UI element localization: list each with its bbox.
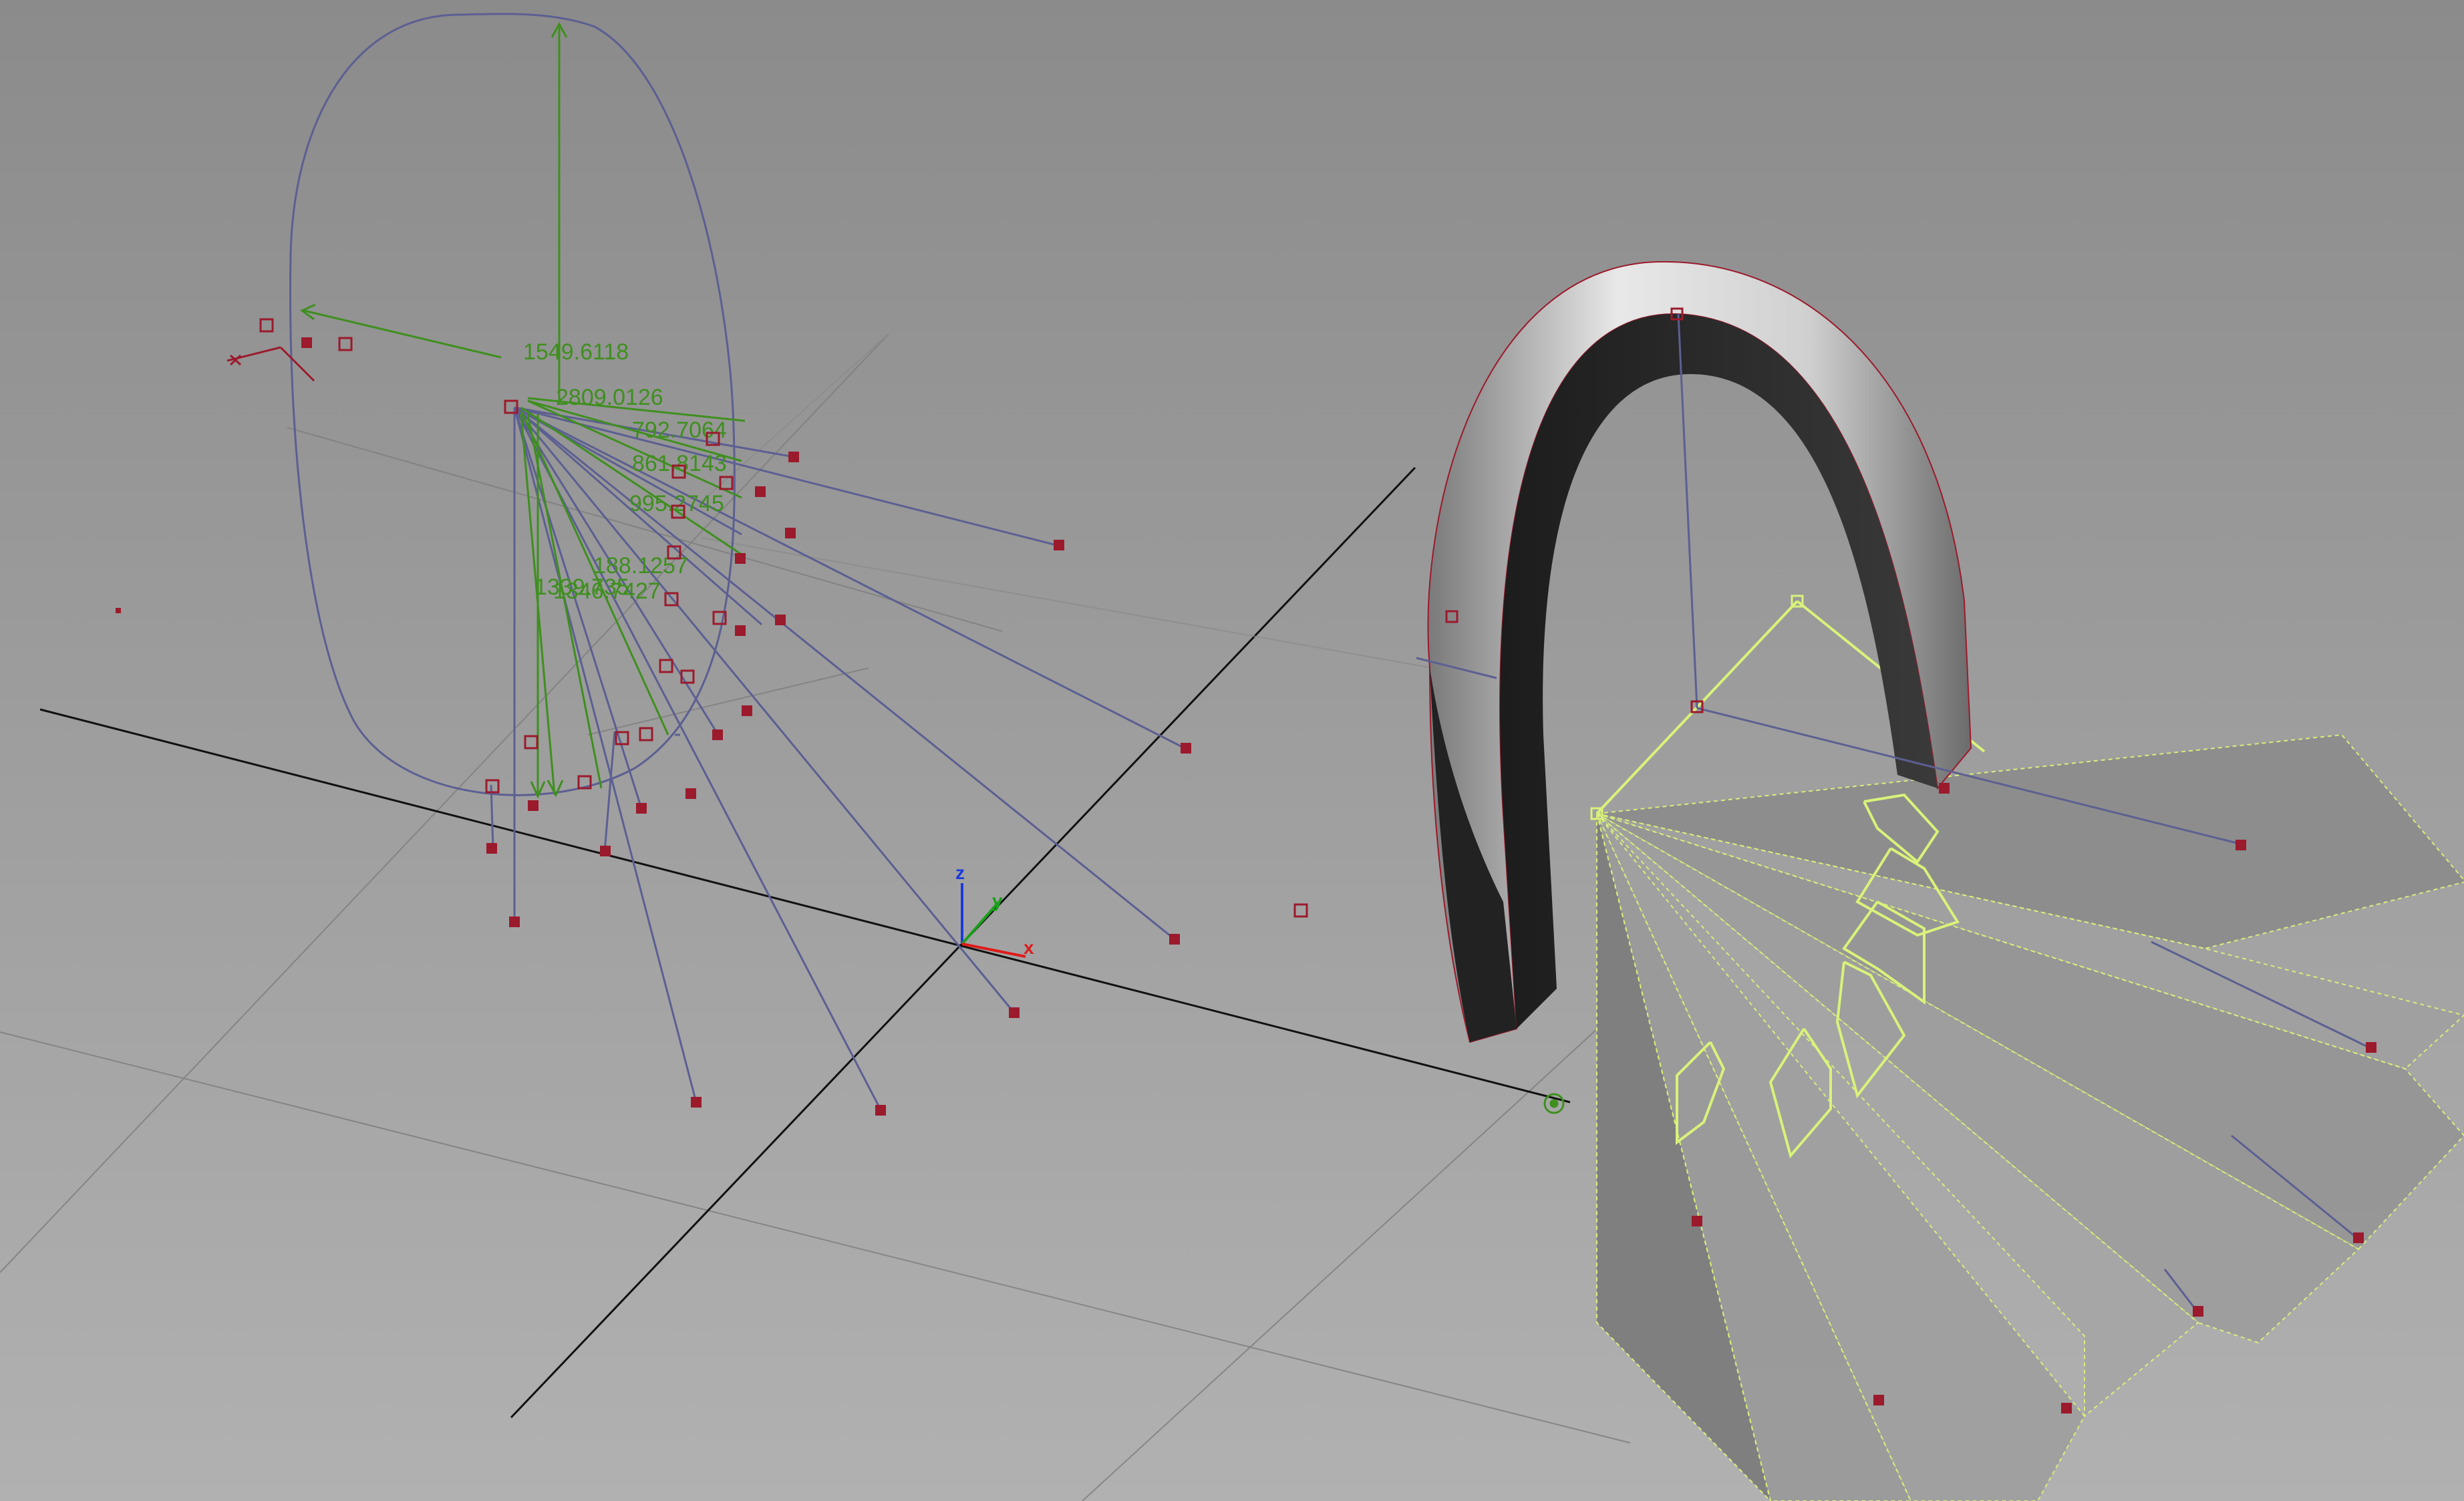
u-shaped-endpoint-icon[interactable]	[528, 800, 538, 811]
control-handles	[259, 318, 1308, 918]
world-axes	[39, 466, 1571, 1419]
u-shaped-endpoint-icon	[1873, 1395, 1884, 1405]
right-wire-lines	[1416, 313, 2372, 1313]
square-grid-handle-icon[interactable]	[659, 659, 673, 673]
arch-surface[interactable]	[1427, 261, 1972, 1043]
world-x-axis	[39, 708, 1571, 1104]
u-shaped-endpoint-icon[interactable]	[775, 615, 786, 625]
dim-label-3[interactable]: 792.7064	[632, 418, 727, 443]
u-shaped-endpoint-icon[interactable]	[1181, 743, 1191, 754]
square-grid-handle-icon[interactable]	[680, 669, 695, 684]
square-grid-handle-icon[interactable]	[671, 464, 686, 479]
square-grid-handle-icon[interactable]	[706, 432, 720, 446]
u-shaped-endpoint-icon[interactable]	[785, 528, 796, 538]
u-shaped-endpoint-icon	[2061, 1403, 2072, 1413]
square-grid-handle-icon	[1690, 700, 1704, 713]
endpoint-handles	[301, 337, 1191, 1116]
dim-label-7[interactable]: 1339.735	[534, 574, 629, 600]
square-grid-handle-icon[interactable]	[712, 611, 727, 625]
square-grid-handle-icon[interactable]	[1293, 903, 1308, 918]
u-shaped-endpoint-icon[interactable]	[691, 1097, 702, 1108]
u-shaped-endpoint-icon	[1939, 783, 1950, 794]
square-grid-handle-icon	[1791, 595, 1804, 608]
dim-label-5[interactable]: 995.2745	[629, 491, 724, 516]
square-grid-handle-icon	[1590, 807, 1603, 820]
u-shaped-endpoint-icon[interactable]	[301, 337, 312, 348]
u-shaped-endpoint-icon[interactable]	[636, 803, 647, 814]
u-shaped-endpoint-icon[interactable]	[875, 1105, 886, 1116]
u-shaped-endpoint-icon	[2366, 1042, 2376, 1053]
square-grid-handle-icon[interactable]	[524, 735, 538, 749]
square-grid-handle-icon[interactable]	[259, 318, 274, 333]
u-shaped-endpoint-icon[interactable]	[1054, 540, 1064, 550]
triad-x-label: x	[1024, 937, 1034, 958]
u-shaped-endpoint-icon[interactable]	[1169, 934, 1180, 945]
u-shaped-endpoint-icon[interactable]	[742, 705, 752, 716]
u-shaped-endpoint-icon	[2193, 1306, 2203, 1317]
square-grid-handle-icon[interactable]	[671, 504, 685, 519]
right-handles[interactable]	[1445, 307, 2376, 1413]
u-shaped-endpoint-icon[interactable]	[600, 846, 611, 856]
square-grid-handle-icon[interactable]	[667, 545, 681, 560]
u-shaped-endpoint-icon[interactable]	[486, 843, 497, 854]
square-grid-handle-icon[interactable]	[577, 775, 592, 790]
u-shaped-endpoint-icon	[2236, 840, 2246, 850]
square-grid-handle-icon[interactable]	[664, 592, 679, 607]
u-shaped-endpoint-icon[interactable]	[509, 916, 520, 927]
ground-grid	[0, 333, 1671, 1501]
dim-label-4[interactable]: 861.8143	[632, 451, 727, 476]
triad-y-label: y	[992, 890, 1003, 911]
u-shaped-endpoint-icon[interactable]	[1009, 1007, 1020, 1018]
square-grid-handle-icon[interactable]	[485, 779, 500, 794]
u-shaped-endpoint-icon	[2353, 1232, 2364, 1243]
u-shaped-endpoint-icon[interactable]	[735, 625, 746, 636]
green-pivot-target-icon[interactable]	[1543, 1093, 1565, 1114]
dim-label-1[interactable]: 1549.6118	[523, 339, 629, 365]
manipulator-cross	[226, 346, 315, 382]
dim-label-8[interactable]: 1346.7427	[553, 578, 661, 604]
u-shaped-endpoint-icon[interactable]	[788, 452, 799, 462]
fan-lines	[490, 406, 1187, 1110]
square-grid-handle-icon[interactable]	[338, 337, 353, 351]
square-grid-handle-icon[interactable]	[719, 476, 734, 490]
control-polygon[interactable]	[1676, 793, 1960, 1159]
triad-z-label: z	[955, 862, 965, 883]
square-grid-handle-icon[interactable]	[504, 399, 518, 414]
square-grid-handle-icon[interactable]	[615, 731, 629, 745]
square-grid-handle-icon[interactable]	[639, 727, 653, 741]
u-shaped-endpoint-icon[interactable]	[685, 788, 696, 799]
u-shaped-endpoint-icon[interactable]	[712, 729, 723, 740]
profile-curve[interactable]	[289, 13, 736, 796]
dimension-arrows	[300, 21, 746, 799]
dim-label-6[interactable]: 188.1257	[593, 553, 688, 578]
left-rig: 1549.6118 2809.0126 792.7064 861.8143 99…	[116, 13, 1308, 1116]
u-shaped-endpoint-icon	[1692, 1216, 1702, 1226]
u-shaped-endpoint-icon[interactable]	[735, 553, 746, 564]
construction-lines	[694, 333, 1471, 675]
fan-surfaces[interactable]	[1596, 733, 2464, 1501]
dim-label-2[interactable]: 2809.0126	[556, 385, 663, 410]
origin-triad: z y x	[955, 862, 1034, 958]
small-marker	[116, 608, 121, 613]
square-grid-handle-icon	[1445, 610, 1458, 623]
square-grid-handle-icon	[1670, 307, 1684, 321]
u-shaped-endpoint-icon[interactable]	[755, 486, 766, 497]
